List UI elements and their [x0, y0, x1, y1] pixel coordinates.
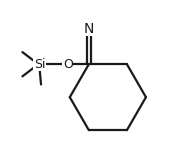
Text: O: O	[63, 58, 73, 71]
Text: Si: Si	[34, 58, 45, 71]
Text: N: N	[84, 22, 94, 36]
